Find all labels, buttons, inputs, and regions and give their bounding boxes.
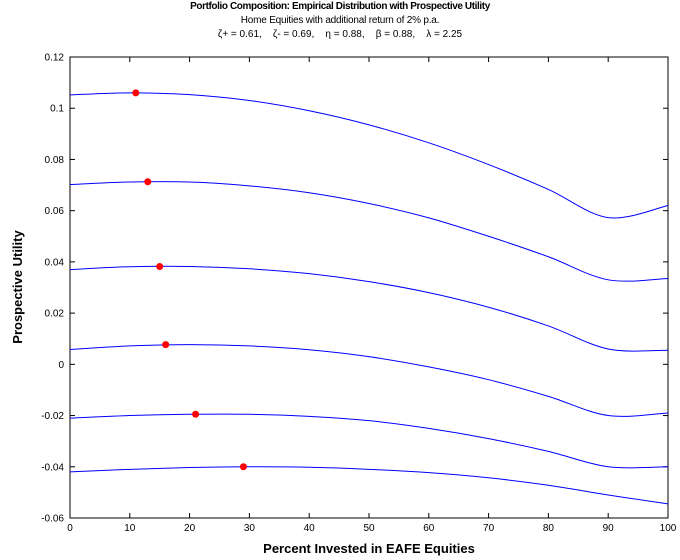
x-tick-label: 20 [184, 523, 196, 534]
x-tick-label: 60 [423, 523, 435, 534]
optimum-markers [132, 89, 247, 471]
utility-curve [69, 92, 669, 219]
axis-ticks: 0 10 20 30 40 50 60 70 80 90 100 -0.06 -0.04 -0.02 0 0.… [41, 53, 677, 535]
x-tick-label: 30 [244, 523, 256, 534]
utility-curve [69, 265, 669, 352]
optimum-marker [144, 178, 152, 186]
x-tick-label: 0 [67, 523, 73, 534]
y-tick-label: 0.04 [45, 257, 65, 268]
y-tick-label: 0.02 [45, 309, 65, 320]
series-lines [69, 92, 669, 505]
optimum-marker [156, 262, 164, 270]
y-tick-label: 0.06 [45, 206, 65, 217]
y-axis-label: Prospective Utility [10, 230, 25, 344]
utility-curve [69, 413, 669, 469]
y-tick-label: -0.02 [41, 411, 64, 422]
x-tick-label: 50 [363, 523, 375, 534]
optimum-marker [192, 410, 200, 418]
plot-area [69, 56, 669, 519]
x-tick-label: 40 [304, 523, 316, 534]
utility-curve [69, 344, 669, 417]
chart-parameters: ζ+ = 0.61, ζ- = 0.69, η = 0.88, β = 0.88… [217, 29, 463, 40]
y-tick-label: 0.12 [45, 53, 65, 64]
x-axis-label: Percent Invested in EAFE Equities [263, 541, 475, 556]
x-tick-label: 80 [543, 523, 555, 534]
utility-curve [69, 181, 669, 282]
y-tick-label: 0 [58, 360, 64, 371]
x-tick-label: 70 [483, 523, 495, 534]
y-tick-label: -0.04 [41, 462, 64, 473]
y-tick-label: 0.08 [45, 155, 65, 166]
y-tick-label: 0.1 [50, 104, 64, 115]
optimum-marker [239, 463, 247, 471]
utility-curve [69, 466, 669, 505]
x-tick-label: 90 [603, 523, 615, 534]
x-tick-label: 100 [660, 523, 677, 534]
x-tick-label: 10 [124, 523, 136, 534]
y-tick-label: -0.06 [41, 514, 64, 525]
chart-title: Portfolio Composition: Empirical Distrib… [190, 1, 490, 12]
optimum-marker [162, 341, 170, 349]
chart-subtitle: Home Equities with additional return of … [240, 15, 440, 26]
optimum-marker [132, 89, 140, 97]
